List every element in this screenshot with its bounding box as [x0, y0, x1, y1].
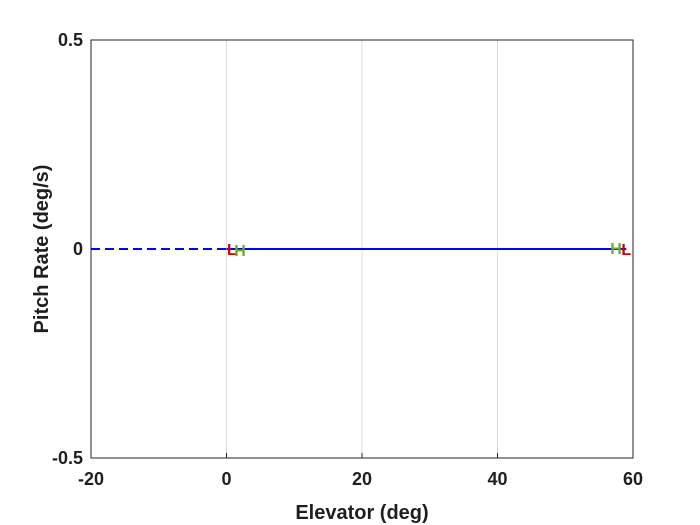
- x-tick-label: 60: [623, 469, 643, 489]
- y-tick-label: 0.5: [58, 30, 83, 50]
- point-marker-h: H: [610, 241, 622, 258]
- markers: LH H L: [227, 241, 631, 260]
- x-axis-label: Elevator (deg): [295, 502, 428, 524]
- point-marker-l: L: [227, 242, 237, 259]
- point-marker-l: L: [621, 242, 631, 259]
- y-tick-label: 0: [73, 239, 83, 259]
- x-tick-label: 40: [487, 469, 507, 489]
- x-tick-label: 0: [221, 469, 231, 489]
- x-tick-label: -20: [78, 469, 104, 489]
- x-tick-label: 20: [352, 469, 372, 489]
- ticks: -20 0 20 40 60 -0.5 0 0.5: [52, 30, 643, 489]
- point-marker-h: H: [234, 243, 246, 260]
- y-tick-label: -0.5: [52, 448, 83, 468]
- y-axis-label: Pitch Rate (deg/s): [31, 165, 53, 334]
